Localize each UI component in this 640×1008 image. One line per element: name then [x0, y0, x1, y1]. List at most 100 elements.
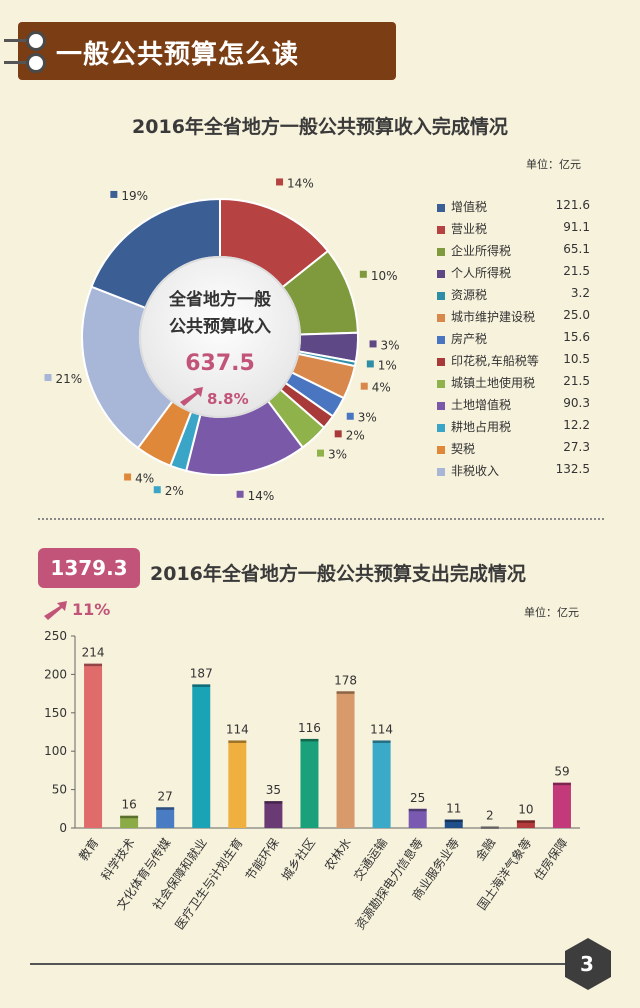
pie-label-swatch — [366, 360, 374, 368]
y-tick-label: 100 — [44, 744, 67, 758]
bar-value-label: 35 — [266, 783, 281, 797]
page-number: 3 — [580, 952, 594, 976]
legend-swatch — [437, 358, 445, 366]
pie-center-line2: 公共预算收入 — [169, 316, 271, 337]
expense-total-badge: 1379.3 — [38, 548, 140, 588]
legend-swatch — [437, 204, 445, 212]
legend-label: 城镇土地使用税 — [451, 376, 536, 390]
legend-value: 25.0 — [563, 308, 590, 322]
bar — [336, 691, 355, 828]
legend-item: 企业所得税 65.1 — [437, 242, 592, 264]
page-number-hexagon — [565, 938, 611, 990]
pie-label-swatch — [110, 190, 118, 198]
x-tick-label: 住房保障 — [531, 835, 571, 883]
bar-cap — [228, 740, 247, 743]
legend-value: 91.1 — [563, 220, 590, 234]
bar — [156, 807, 175, 828]
pie-percent-label: 3% — [381, 338, 400, 352]
y-tick-label: 200 — [44, 667, 67, 681]
legend-label: 企业所得税 — [451, 244, 512, 258]
legend-value: 21.5 — [563, 264, 590, 278]
legend-swatch — [437, 248, 445, 256]
legend-value: 90.3 — [563, 396, 590, 410]
bar-value-label: 116 — [298, 721, 321, 735]
bar — [84, 663, 103, 828]
pie-percent-label: 3% — [358, 411, 377, 425]
x-tick-label: 金融 — [472, 835, 498, 863]
legend-item: 增值税 121.6 — [437, 198, 592, 220]
y-tick-label: 50 — [52, 783, 67, 797]
header-title: 一般公共预算怎么读 — [56, 40, 300, 70]
pie-percent-label: 2% — [346, 428, 365, 442]
pie-percent-label: 1% — [378, 358, 397, 372]
y-tick-label: 150 — [44, 706, 67, 720]
legend-swatch — [437, 270, 445, 278]
legend-swatch — [437, 314, 445, 322]
bar-cap — [192, 684, 211, 687]
bar-value-label: 214 — [82, 646, 105, 660]
pie-label-swatch — [316, 449, 324, 457]
bar — [516, 820, 535, 828]
bar-cap — [264, 801, 283, 804]
x-tick-label: 交通运输 — [350, 835, 390, 883]
bar — [228, 740, 247, 828]
bar-cap — [372, 740, 391, 743]
binder-ring-1 — [26, 31, 46, 51]
bar-value-label: 11 — [446, 802, 461, 816]
bar — [372, 740, 391, 828]
bar-cap — [444, 819, 463, 823]
legend-value: 132.5 — [555, 462, 590, 476]
bar-value-label: 27 — [158, 789, 173, 803]
legend-swatch — [437, 292, 445, 300]
pie-percent-label: 14% — [287, 176, 314, 190]
x-tick-label: 资源勘探电力信息等 — [352, 835, 426, 932]
legend-swatch — [437, 446, 445, 454]
pie-percent-label: 10% — [371, 269, 398, 283]
legend-label: 土地增值税 — [451, 398, 512, 412]
bar-cap — [552, 782, 571, 786]
pie-label-swatch — [44, 374, 52, 382]
pie-center-disc — [139, 256, 301, 418]
bar-value-label: 10 — [518, 802, 533, 816]
bar-cap — [84, 663, 103, 667]
bar-value-label: 25 — [410, 791, 425, 805]
legend-value: 65.1 — [563, 242, 590, 256]
expense-title: 2016年全省地方一般公共预算支出完成情况 — [150, 563, 526, 585]
legend-label: 个人所得税 — [451, 266, 512, 280]
pie-label-swatch — [276, 178, 284, 186]
legend-value: 10.5 — [563, 352, 590, 366]
legend-swatch — [437, 424, 445, 432]
pie-label-swatch — [236, 490, 244, 498]
pie-percent-label: 19% — [121, 189, 148, 203]
bar-cap — [408, 808, 427, 812]
header-banner — [18, 22, 396, 80]
pie-label-swatch — [359, 270, 367, 278]
legend-item: 印花税,车船税等 10.5 — [437, 352, 592, 374]
bar-cap — [300, 738, 319, 742]
pie-percent-label: 21% — [56, 372, 83, 386]
legend-item: 个人所得税 21.5 — [437, 264, 592, 286]
legend-label: 资源税 — [451, 288, 488, 302]
legend-item: 城镇土地使用税 21.5 — [437, 374, 592, 396]
legend-item: 营业税 91.1 — [437, 220, 592, 242]
pie-center-value: 637.5 — [185, 351, 255, 376]
bar-value-label: 187 — [190, 666, 213, 680]
legend-item: 契税 27.3 — [437, 440, 592, 462]
y-tick-label: 0 — [59, 821, 67, 835]
pie-center-line1: 全省地方一般 — [168, 289, 271, 310]
y-tick-label: 250 — [44, 629, 67, 643]
income-unit: 单位：亿元 — [526, 158, 581, 171]
legend-label: 城市维护建设税 — [451, 310, 536, 324]
pie-percent-label: 4% — [135, 472, 154, 486]
legend-swatch — [437, 226, 445, 234]
pie-label-swatch — [334, 430, 342, 438]
binder-ring-2 — [26, 53, 46, 73]
growth-arrow-icon — [180, 387, 203, 406]
bar — [480, 826, 499, 828]
bar-value-label: 114 — [226, 722, 249, 736]
income-pie-chart: 19% 14% 10% 3% 1% 4% 3% 2% 3% 14% 2% 4% 21% 全省地方一般 公… — [44, 176, 400, 503]
legend-label: 印花税,车船税等 — [451, 354, 539, 368]
bar — [552, 782, 571, 828]
pie-label-swatch — [124, 473, 132, 481]
legend-value: 15.6 — [563, 330, 590, 344]
